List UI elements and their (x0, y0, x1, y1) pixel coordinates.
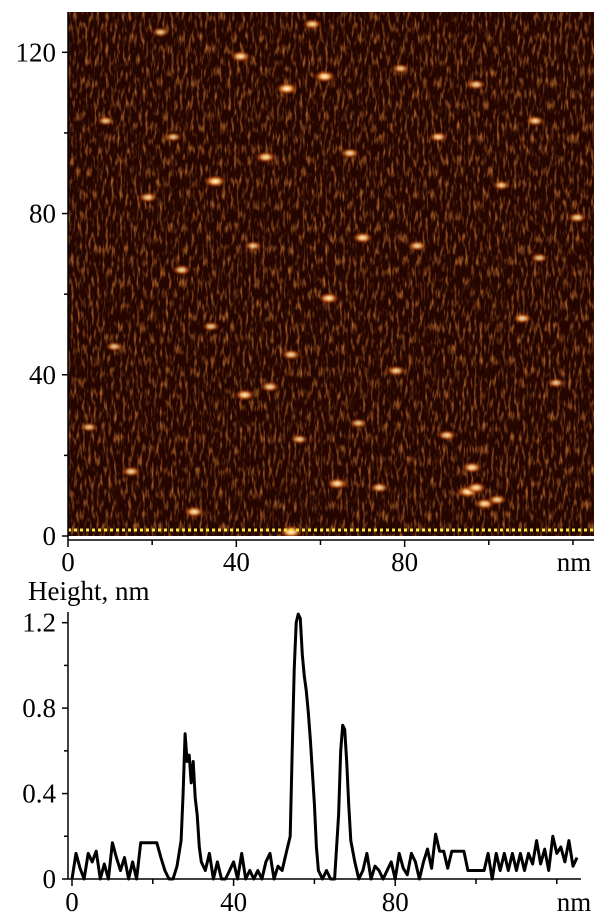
afm-feature (486, 493, 508, 506)
afm-feature (312, 69, 337, 84)
afm-feature (326, 477, 349, 490)
afm-feature (104, 341, 124, 352)
afm-feature (546, 377, 566, 389)
afm-feature (233, 388, 256, 402)
afm-feature (79, 421, 99, 433)
afm-feature (512, 312, 533, 325)
afm-image-panel: 0 40 80 120 0 40 80 nm (16, 12, 594, 577)
afm-feature (339, 147, 361, 159)
afm-feature (369, 481, 390, 494)
afm-feature (460, 461, 483, 474)
afm-feature (465, 481, 488, 494)
afm-feature (524, 115, 546, 127)
profile-y-tick-label: 0 (43, 864, 57, 894)
afm-features (79, 18, 588, 536)
afm-feature (348, 417, 368, 429)
afm-x-tick-label: 0 (61, 547, 75, 577)
afm-feature (137, 191, 159, 204)
afm-feature (351, 231, 374, 244)
afm-feature (428, 131, 449, 143)
afm-feature (465, 78, 487, 91)
afm-feature (96, 115, 116, 127)
afm-feature (566, 211, 588, 224)
afm-feature (243, 240, 263, 252)
profile-x-tick-label: 0 (65, 887, 79, 917)
afm-feature (385, 364, 407, 377)
afm-feature (183, 505, 206, 518)
profile-panel: Height, nm 0 0.4 0.8 1.2 0 40 80 nm (22, 576, 591, 917)
afm-y-axis: 0 40 80 120 (16, 12, 69, 551)
afm-feature (317, 292, 340, 305)
afm-feature (171, 264, 192, 276)
afm-x-tick-label: 40 (223, 547, 250, 577)
afm-feature (529, 252, 549, 264)
afm-feature (278, 524, 304, 536)
afm-y-tick-label: 0 (43, 521, 57, 551)
afm-feature (301, 18, 323, 30)
afm-y-tick-label: 40 (29, 360, 56, 390)
afm-feature (254, 150, 277, 164)
afm-image (68, 12, 594, 536)
profile-x-tick-label: 40 (220, 887, 247, 917)
afm-feature (390, 63, 410, 74)
afm-feature (120, 465, 142, 478)
afm-feature (163, 131, 183, 143)
profile-y-tick-label: 0.4 (22, 779, 56, 809)
afm-feature (151, 26, 171, 38)
afm-feature (491, 180, 511, 191)
afm-feature (203, 174, 228, 188)
profile-x-tick-label: 80 (382, 887, 409, 917)
afm-feature (201, 321, 221, 332)
afm-feature (275, 82, 299, 96)
profile-y-tick-label: 1.2 (22, 608, 56, 638)
afm-x-axis: 0 40 80 nm (61, 539, 594, 577)
profile-y-tick-label: 0.8 (22, 693, 56, 723)
afm-feature (407, 240, 428, 252)
afm-x-tick-label: 80 (391, 547, 418, 577)
afm-y-tick-label: 120 (16, 37, 57, 67)
afm-feature (436, 429, 457, 441)
afm-feature (289, 433, 309, 445)
afm-y-tick-label: 80 (29, 199, 56, 229)
afm-feature (259, 381, 281, 393)
profile-series-line (70, 612, 579, 881)
profile-y-label: Height, nm (28, 576, 150, 606)
afm-x-unit: nm (557, 547, 592, 577)
afm-feature (229, 50, 252, 63)
afm-texture (68, 12, 594, 536)
profile-x-unit: nm (557, 887, 592, 917)
afm-feature (280, 348, 302, 361)
